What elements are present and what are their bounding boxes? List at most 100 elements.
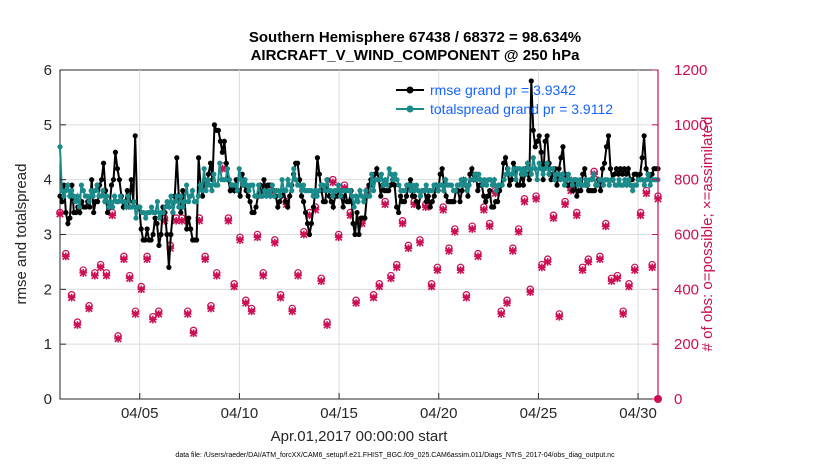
rmse-point (144, 226, 150, 232)
totalspread-point (224, 166, 231, 172)
obs-assimilated-marker (207, 304, 215, 313)
totalspread-point (480, 182, 486, 188)
obs-assimilated-marker (509, 247, 517, 255)
rmse-point (538, 149, 544, 155)
x-tick-label: 04/25 (520, 405, 558, 422)
obs-assimilated-marker (532, 195, 540, 203)
totalspread-point (115, 199, 122, 205)
totalspread-point (308, 188, 314, 194)
rmse-point (205, 171, 212, 177)
series-lines (57, 78, 661, 270)
rmse-point (619, 171, 625, 177)
y-left-tick-label: 0 (44, 391, 52, 408)
obs-assimilated-marker (433, 266, 442, 274)
rmse-point (459, 188, 465, 194)
rmse-point (451, 199, 457, 205)
obs-assimilated-marker (416, 238, 424, 247)
totalspread-point (269, 182, 275, 188)
rmse-point (152, 215, 158, 221)
rmse-point (352, 231, 358, 238)
rmse-point (110, 177, 117, 183)
obs-assimilated-marker (404, 244, 413, 253)
obs-assimilated-marker (247, 307, 256, 316)
totalspread-point (641, 182, 647, 188)
rmse-point (500, 160, 507, 166)
totalspread-point (240, 182, 246, 188)
obs-assimilated-marker (601, 222, 610, 231)
obs-assimilated-marker (259, 271, 268, 280)
rmse-point (423, 199, 429, 205)
obs-assimilated-marker (520, 197, 529, 206)
totalspread-point (448, 182, 455, 188)
totalspread-point (310, 193, 316, 199)
obs-assimilated-marker (561, 200, 569, 209)
obs-assimilated-marker (358, 219, 366, 228)
rmse-point (560, 144, 566, 150)
totalspread-point (141, 209, 147, 216)
obs-assimilated-marker (201, 255, 209, 264)
totalspread-point (236, 166, 242, 172)
rmse-point (597, 188, 604, 194)
rmse-point (601, 160, 608, 166)
obs-assimilated-marker (270, 238, 279, 247)
obs-assimilated-marker (625, 282, 633, 291)
totalspread-point (283, 188, 289, 194)
rmse-point (156, 242, 162, 249)
totalspread-point (215, 182, 221, 188)
rmse-point (142, 237, 148, 243)
rmse-point (411, 193, 418, 199)
y-right-tick-label: 800 (674, 172, 699, 189)
rmse-point (217, 138, 223, 144)
rmse-point (607, 166, 614, 172)
totalspread-point (556, 171, 562, 177)
rmse-point (296, 177, 303, 183)
rmse-point (397, 193, 404, 199)
rmse-point (374, 166, 380, 172)
rmse-point (67, 215, 73, 221)
totalspread-point (279, 177, 285, 183)
totalspread-point (285, 177, 291, 183)
totalspread-point (69, 188, 75, 194)
totalspread-point (133, 215, 139, 221)
rmse-point (506, 182, 513, 188)
chart-title-line2: AIRCRAFT_V_WIND_COMPONENT @ 250 hPa (251, 47, 581, 64)
totalspread-point (78, 182, 85, 188)
totalspread-point (203, 188, 209, 194)
rmse-point (556, 166, 562, 172)
rmse-point (194, 237, 200, 243)
totalspread-point (464, 188, 470, 194)
totalspread-point (583, 177, 589, 183)
legend-totalspread-label: totalspread grand pr = 3.9112 (430, 101, 613, 117)
totalspread-point (148, 204, 155, 210)
rmse-point (637, 171, 643, 177)
rmse-point (186, 215, 192, 221)
totalspread-point (491, 177, 497, 183)
y-axis-right-label: # of obs: o=possible; ×=assimilated (699, 117, 716, 352)
obs-assimilated-marker (253, 233, 262, 242)
rmse-point (534, 138, 540, 144)
rmse-point (429, 199, 435, 205)
totalspread-point (86, 199, 92, 205)
obs-assimilated-marker (120, 255, 128, 264)
rmse-point (633, 171, 639, 177)
totalspread-point (314, 193, 320, 199)
rmse-point (275, 204, 281, 210)
rmse-point (215, 127, 222, 133)
totalspread-point (166, 204, 172, 210)
totalspread-point (209, 188, 215, 194)
obs-assimilated-marker (160, 216, 169, 225)
rmse-point (520, 182, 526, 188)
totalspread-point (104, 193, 110, 199)
rmse-point (483, 199, 489, 205)
totalspread-point (630, 188, 636, 194)
chart-title-line1: Southern Hemisphere 67438 / 68372 = 98.6… (249, 29, 581, 46)
obs-assimilated-marker (491, 189, 500, 198)
obs-assimilated-marker (538, 263, 546, 272)
totalspread-point (433, 182, 439, 188)
obs-assimilated-marker (450, 227, 459, 236)
x-axis-label: Apr.01,2017 00:00:00 start (271, 428, 449, 445)
rmse-point (285, 204, 291, 210)
totalspread-point (489, 182, 496, 188)
obs-assimilated-marker (114, 334, 122, 343)
obs-assimilated-marker (613, 274, 622, 283)
